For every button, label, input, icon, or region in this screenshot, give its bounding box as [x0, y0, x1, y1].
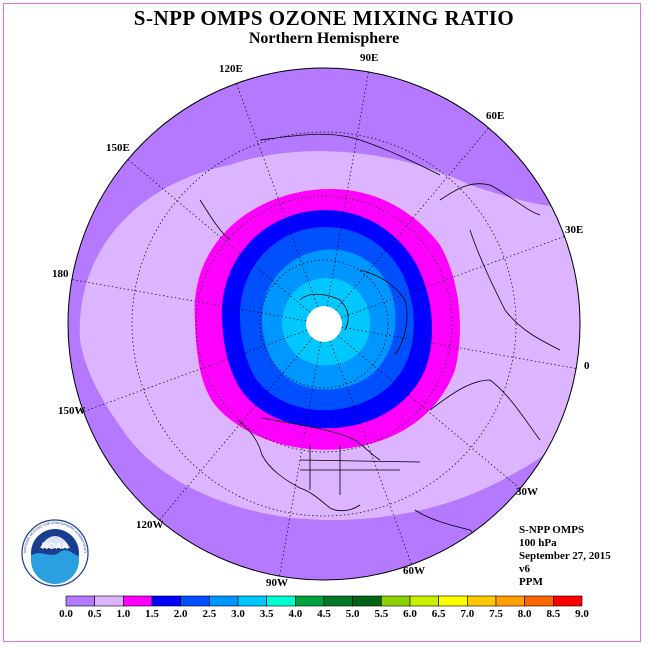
colorbar-tick-label: 5.0 [345, 608, 360, 620]
colorbar-swatch [151, 595, 181, 607]
lon-label-90w: 90W [266, 577, 288, 589]
latitude-circle-1 [259, 259, 389, 389]
map-boundary [67, 67, 581, 581]
colorbar-swatch [524, 595, 554, 607]
colorbar-tick-label: 8.5 [546, 608, 561, 620]
colorbar-tick-label: 4.0 [288, 608, 303, 620]
polar-data-gap [306, 306, 342, 342]
colorbar-swatch [237, 595, 267, 607]
lon-label-180: 180 [52, 268, 69, 280]
colorbar-swatch [323, 595, 353, 607]
latitude-circle-2 [195, 195, 453, 453]
lon-label-30w: 30W [516, 486, 538, 498]
colorbar-swatch [467, 595, 497, 607]
colorbar-swatch [495, 595, 525, 607]
colorbar-tick-label: 4.5 [317, 608, 331, 620]
colorbar-tick-label: 5.5 [374, 608, 389, 620]
info-units: PPM [519, 576, 543, 588]
colorbar-tick-label: 6.0 [403, 608, 417, 620]
image-frame [3, 3, 641, 642]
colorbar-tick-label: 0.5 [87, 608, 102, 620]
lon-label-60w: 60W [403, 565, 425, 577]
colorbar-tick-label: 8.0 [517, 608, 532, 620]
colorbar-tick-label: 9.0 [575, 608, 589, 620]
colorbar-swatch [409, 595, 439, 607]
colorbar-swatch [209, 595, 239, 607]
colorbar-tick-label: 1.0 [116, 608, 131, 620]
info-version: v6 [519, 563, 530, 575]
map-subtitle: Northern Hemisphere [248, 30, 400, 47]
colorbar-swatch [65, 595, 95, 607]
info-level: 100 hPa [519, 537, 557, 549]
latitude-circle-3 [131, 131, 517, 517]
colorbar-tick-label: 2.5 [202, 608, 217, 620]
graticule [71, 71, 577, 577]
colorbar-tick-label: 1.5 [145, 608, 159, 620]
lon-label-90e: 90E [360, 52, 379, 64]
colorbar-swatch [94, 595, 124, 607]
colorbar-tick-label: 6.5 [431, 608, 446, 620]
noaa-logo-text: NOAA [42, 541, 69, 551]
colorbar-tick-label: 7.5 [489, 608, 503, 620]
colorbar-swatch [352, 595, 382, 607]
colorbar-tick-label: 2.0 [173, 608, 188, 620]
lon-label-150e: 150E [106, 142, 130, 154]
colorbar-tick-label: 0.0 [59, 608, 73, 620]
colorbar-swatch [381, 595, 411, 607]
colorbar-tick-label: 7.0 [460, 608, 475, 620]
colorbar-tick-label: 3.0 [231, 608, 245, 620]
lon-label-120e: 120E [219, 63, 243, 75]
colorbar-swatch [553, 595, 583, 607]
colorbar-tick-label: 3.5 [259, 608, 274, 620]
info-instrument: S-NPP OMPS [519, 524, 585, 536]
colorbar-swatch [266, 595, 296, 607]
lon-label-0: 0 [584, 360, 590, 372]
colorbar-swatch [123, 595, 153, 607]
colorbar-swatch [295, 595, 325, 607]
colorbar-swatch [180, 595, 210, 607]
map-title: S-NPP OMPS OZONE MIXING RATIO [133, 6, 515, 30]
lon-label-30e: 30E [565, 224, 584, 236]
colorbar-swatch [438, 595, 468, 607]
info-date: September 27, 2015 [519, 550, 611, 562]
lon-label-120w: 120W [136, 519, 164, 531]
lon-label-60e: 60E [486, 110, 505, 122]
lon-label-150w: 150W [58, 405, 86, 417]
info-block: S-NPP OMPS 100 hPa September 27, 2015 v6… [519, 524, 611, 589]
